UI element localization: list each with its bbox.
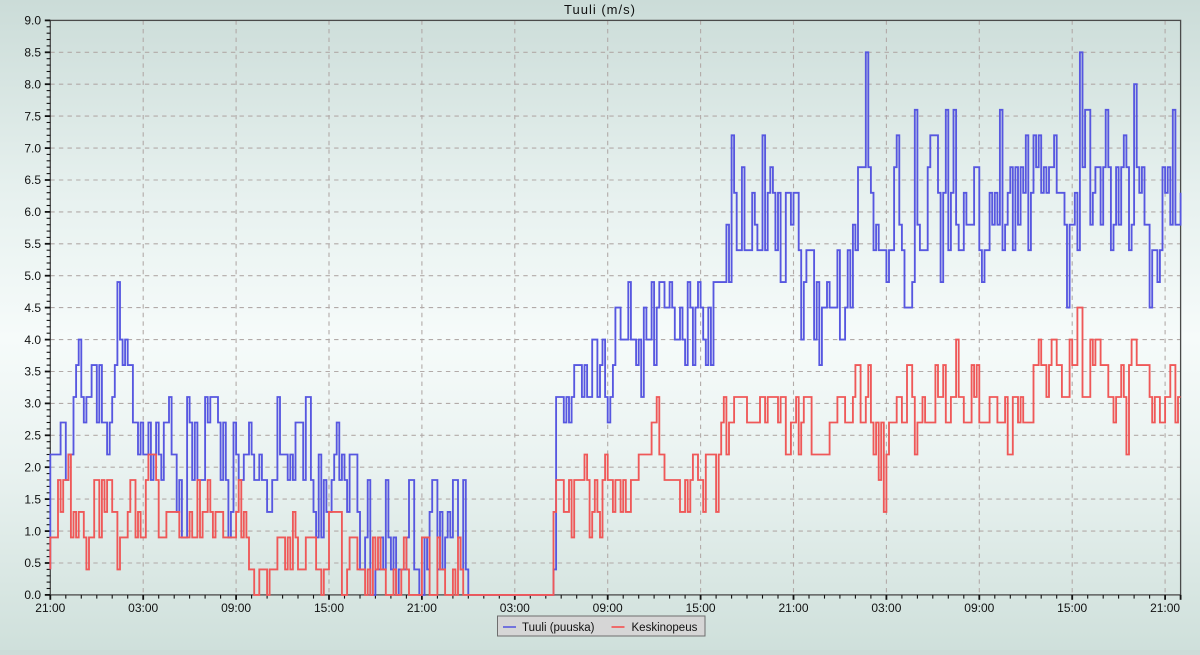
svg-text:21:00: 21:00 (407, 601, 437, 615)
svg-text:4.0: 4.0 (24, 333, 41, 347)
svg-text:15:00: 15:00 (1057, 601, 1087, 615)
svg-text:4.5: 4.5 (24, 301, 41, 315)
svg-text:21:00: 21:00 (778, 601, 808, 615)
svg-text:15:00: 15:00 (686, 601, 716, 615)
svg-text:1.5: 1.5 (24, 492, 41, 506)
svg-text:Keskinopeus: Keskinopeus (632, 622, 698, 634)
svg-text:03:00: 03:00 (871, 601, 901, 615)
svg-text:6.5: 6.5 (24, 173, 41, 187)
svg-text:09:00: 09:00 (593, 601, 623, 615)
svg-text:0.0: 0.0 (24, 588, 41, 602)
svg-text:5.5: 5.5 (24, 237, 41, 251)
svg-text:03:00: 03:00 (128, 601, 158, 615)
svg-text:03:00: 03:00 (500, 601, 530, 615)
svg-text:7.0: 7.0 (24, 141, 41, 155)
svg-text:Tuuli (puuska): Tuuli (puuska) (522, 622, 595, 634)
svg-text:6.0: 6.0 (24, 205, 41, 219)
svg-text:21:00: 21:00 (1150, 601, 1180, 615)
svg-text:Tuuli (m/s): Tuuli (m/s) (564, 2, 636, 17)
svg-text:8.5: 8.5 (24, 46, 41, 60)
svg-text:2.0: 2.0 (24, 460, 41, 474)
svg-text:7.5: 7.5 (24, 109, 41, 123)
svg-text:09:00: 09:00 (221, 601, 251, 615)
svg-text:0.5: 0.5 (24, 556, 41, 570)
svg-text:15:00: 15:00 (314, 601, 344, 615)
svg-text:2.5: 2.5 (24, 429, 41, 443)
svg-text:1.0: 1.0 (24, 524, 41, 538)
svg-text:09:00: 09:00 (964, 601, 994, 615)
svg-text:3.5: 3.5 (24, 365, 41, 379)
svg-text:3.0: 3.0 (24, 397, 41, 411)
svg-text:5.0: 5.0 (24, 269, 41, 283)
svg-text:8.0: 8.0 (24, 77, 41, 91)
svg-text:9.0: 9.0 (24, 14, 41, 28)
svg-text:21:00: 21:00 (35, 601, 65, 615)
